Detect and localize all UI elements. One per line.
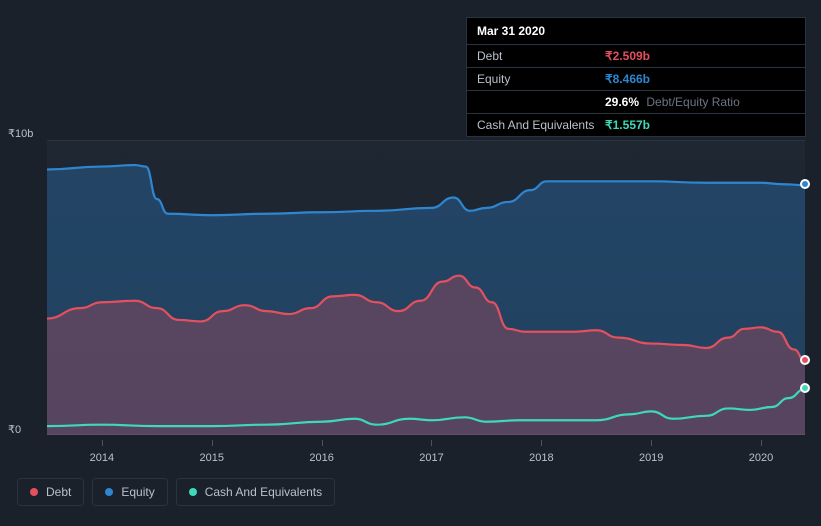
legend-label-cash: Cash And Equivalents xyxy=(205,485,322,499)
x-tickmark xyxy=(102,440,103,446)
series-end-marker-debt xyxy=(800,355,810,365)
info-label-cash: Cash And Equivalents xyxy=(477,118,605,132)
x-tick-label: 2016 xyxy=(309,452,333,464)
x-tick-label: 2019 xyxy=(639,452,663,464)
info-value-equity: ₹8.466b xyxy=(605,72,650,86)
info-date: Mar 31 2020 xyxy=(467,18,805,45)
info-box: Mar 31 2020 Debt ₹2.509b Equity ₹8.466b … xyxy=(466,17,806,137)
x-tick-label: 2015 xyxy=(200,452,224,464)
chart-plot-area xyxy=(47,140,805,435)
legend-item-cash[interactable]: Cash And Equivalents xyxy=(176,478,335,506)
info-value-ratio: 29.6% Debt/Equity Ratio xyxy=(605,95,740,109)
y-axis-label-top: ₹10b xyxy=(8,127,33,140)
info-value-cash: ₹1.557b xyxy=(605,118,650,132)
x-axis: 2014 2015 2016 2017 2018 2019 2020 xyxy=(47,440,805,470)
legend-label-debt: Debt xyxy=(46,485,71,499)
info-row-debt: Debt ₹2.509b xyxy=(467,45,805,68)
info-row-equity: Equity ₹8.466b xyxy=(467,68,805,91)
x-tickmark xyxy=(651,440,652,446)
x-tickmark xyxy=(322,440,323,446)
x-tick-label: 2014 xyxy=(90,452,114,464)
x-tickmark xyxy=(761,440,762,446)
info-ratio-label: Debt/Equity Ratio xyxy=(646,95,739,109)
info-row-cash: Cash And Equivalents ₹1.557b xyxy=(467,114,805,136)
x-tickmark xyxy=(212,440,213,446)
series-end-marker-cash xyxy=(800,383,810,393)
x-tick-label: 2018 xyxy=(529,452,553,464)
info-row-ratio: 29.6% Debt/Equity Ratio xyxy=(467,91,805,114)
legend-label-equity: Equity xyxy=(121,485,154,499)
chart-svg xyxy=(47,140,805,435)
info-label-ratio xyxy=(477,95,605,109)
legend-item-equity[interactable]: Equity xyxy=(92,478,167,506)
x-tickmark xyxy=(541,440,542,446)
legend: Debt Equity Cash And Equivalents xyxy=(17,478,335,506)
dot-icon xyxy=(30,488,38,496)
dot-icon xyxy=(105,488,113,496)
x-tick-label: 2020 xyxy=(749,452,773,464)
x-tick-label: 2017 xyxy=(419,452,443,464)
x-tickmark xyxy=(431,440,432,446)
info-label-debt: Debt xyxy=(477,49,605,63)
info-value-debt: ₹2.509b xyxy=(605,49,650,63)
series-end-marker-equity xyxy=(800,179,810,189)
info-label-equity: Equity xyxy=(477,72,605,86)
legend-item-debt[interactable]: Debt xyxy=(17,478,84,506)
dot-icon xyxy=(189,488,197,496)
y-axis-label-bottom: ₹0 xyxy=(8,423,21,436)
info-ratio-num: 29.6% xyxy=(605,95,639,109)
